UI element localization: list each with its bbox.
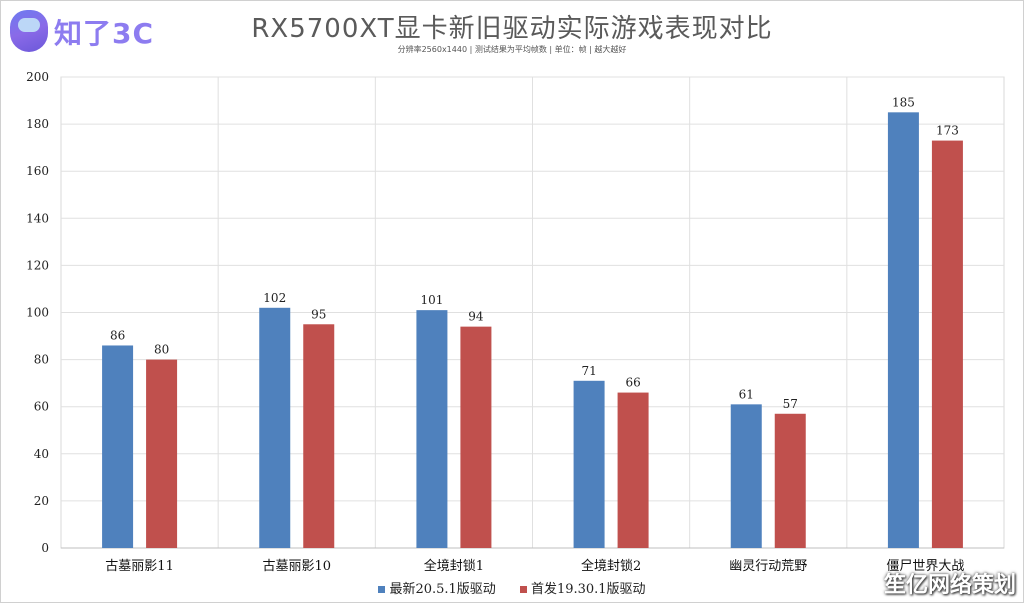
y-tick-label: 80: [34, 353, 49, 367]
data-label: 94: [468, 310, 484, 324]
bar: [460, 326, 492, 548]
x-tick-label: 古墓丽影10: [262, 559, 331, 574]
bar: [259, 307, 291, 548]
bar: [730, 404, 762, 548]
data-label: 66: [625, 376, 640, 390]
y-tick-label: 160: [26, 164, 49, 178]
bar: [573, 380, 605, 548]
legend: 最新20.5.1版驱动 首发19.30.1版驱动: [0, 578, 1024, 597]
data-label: 185: [892, 95, 915, 109]
x-tick-label: 全境封锁1: [424, 558, 484, 574]
bar: [774, 413, 806, 548]
bar: [416, 310, 448, 548]
data-label: 71: [581, 364, 596, 378]
legend-swatch-series-1: [378, 586, 386, 593]
bar: [303, 324, 335, 548]
bar: [146, 359, 178, 548]
x-tick-label: 古墓丽影11: [105, 559, 174, 574]
y-tick-label: 180: [26, 117, 49, 131]
legend-item-series-2: 首发19.30.1版驱动: [519, 578, 646, 597]
data-label: 102: [263, 291, 286, 305]
legend-label-series-2: 首发19.30.1版驱动: [530, 582, 646, 597]
data-label: 86: [110, 328, 125, 342]
y-tick-label: 20: [34, 494, 49, 508]
logo-text: 知了3C: [54, 17, 155, 50]
legend-item-series-1: 最新20.5.1版驱动: [378, 578, 496, 597]
chart-title: RX5700XT显卡新旧驱动实际游戏表现对比: [251, 14, 773, 44]
y-tick-label: 0: [41, 541, 49, 555]
data-label: 101: [420, 293, 443, 307]
chart-subtitle: 分辨率2560x1440 | 测试结果为平均帧数 | 单位：帧 | 越大越好: [397, 45, 627, 54]
y-tick-label: 60: [34, 400, 49, 414]
data-label: 173: [936, 124, 959, 138]
data-label: 57: [783, 397, 798, 411]
bar: [102, 345, 134, 548]
y-tick-label: 40: [34, 447, 49, 461]
data-label: 61: [739, 387, 754, 401]
legend-swatch-series-2: [519, 586, 527, 593]
logo-icon: [10, 10, 48, 52]
data-label: 80: [154, 343, 169, 357]
x-tick-label: 僵尸世界大战: [886, 559, 964, 574]
bar: [887, 112, 919, 548]
legend-label-series-1: 最新20.5.1版驱动: [389, 582, 496, 597]
x-tick-label: 全境封锁2: [581, 558, 641, 574]
watermark: 笙亿网络策划: [883, 573, 1016, 598]
y-tick-label: 100: [26, 306, 49, 320]
logo: 知了3C: [10, 10, 160, 52]
y-tick-label: 140: [26, 211, 49, 225]
bar: [931, 140, 963, 548]
x-tick-label: 幽灵行动荒野: [729, 559, 807, 574]
y-tick-label: 120: [26, 258, 49, 272]
y-tick-label: 200: [26, 70, 49, 84]
bar: [617, 392, 649, 548]
data-label: 95: [311, 307, 326, 321]
